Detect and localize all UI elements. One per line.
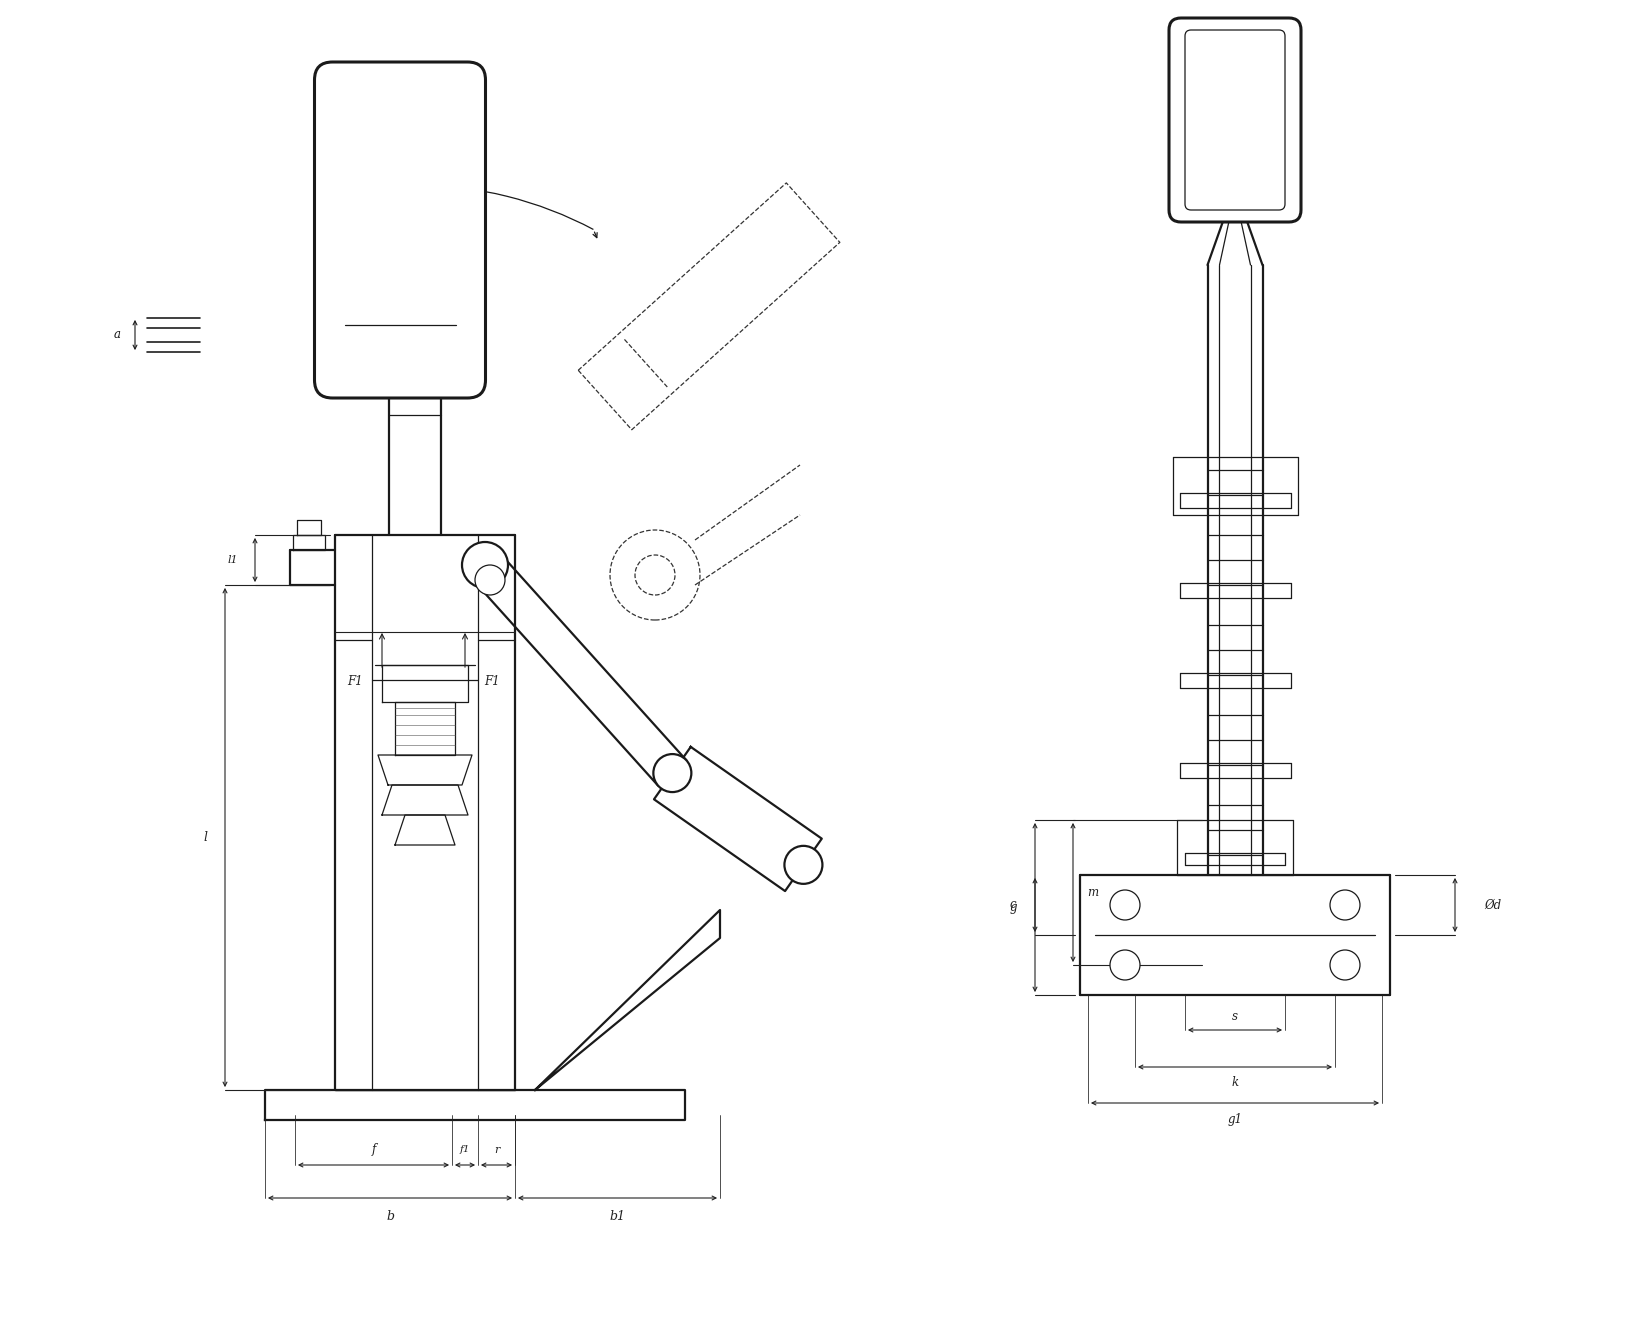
FancyBboxPatch shape xyxy=(315,62,485,399)
Text: F1: F1 xyxy=(346,676,363,689)
Circle shape xyxy=(475,565,505,595)
Polygon shape xyxy=(653,747,822,891)
Polygon shape xyxy=(470,552,686,785)
Circle shape xyxy=(1330,950,1360,979)
Text: k: k xyxy=(1231,1077,1239,1089)
Circle shape xyxy=(784,846,822,884)
Circle shape xyxy=(462,543,508,587)
Circle shape xyxy=(653,754,691,792)
Text: F1: F1 xyxy=(483,676,500,689)
Circle shape xyxy=(1110,950,1140,979)
Text: f: f xyxy=(371,1143,376,1156)
Text: ∂: ∂ xyxy=(342,352,348,367)
Text: g: g xyxy=(1010,902,1016,913)
Text: b: b xyxy=(386,1209,394,1222)
Polygon shape xyxy=(294,535,325,550)
Polygon shape xyxy=(297,520,322,535)
Text: b1: b1 xyxy=(609,1209,625,1222)
Polygon shape xyxy=(394,814,455,845)
Text: c: c xyxy=(1010,899,1016,912)
Text: l1: l1 xyxy=(228,554,238,565)
Text: f1: f1 xyxy=(460,1146,470,1155)
Polygon shape xyxy=(535,909,719,1090)
Polygon shape xyxy=(394,702,455,755)
FancyBboxPatch shape xyxy=(1168,18,1300,222)
Text: l: l xyxy=(203,832,206,843)
Text: s: s xyxy=(1233,1010,1238,1023)
Circle shape xyxy=(1110,890,1140,920)
Text: r: r xyxy=(493,1144,500,1155)
Polygon shape xyxy=(383,785,469,814)
Polygon shape xyxy=(383,665,469,702)
Polygon shape xyxy=(378,755,472,785)
Text: m: m xyxy=(1087,886,1099,899)
Text: Ød: Ød xyxy=(1485,899,1502,912)
Text: a: a xyxy=(114,329,120,342)
Polygon shape xyxy=(266,1090,685,1119)
Circle shape xyxy=(1330,890,1360,920)
Text: g1: g1 xyxy=(1228,1113,1242,1126)
